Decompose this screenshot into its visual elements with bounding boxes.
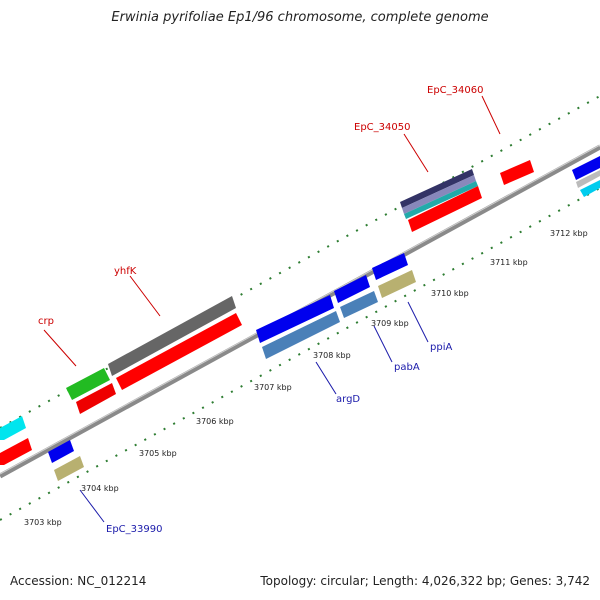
leader-lines (43, 95, 501, 523)
gene-label-argD: argD (336, 394, 360, 405)
feature-crp[interactable] (66, 368, 110, 400)
map-title: Erwinia pyrifoliae Ep1/96 chromosome, co… (111, 10, 489, 25)
scale-label-3706: 3706 kbp (196, 417, 234, 426)
genome-summary: Topology: circular; Length: 4,026,322 bp… (260, 574, 590, 588)
gene-label-EpC_34060: EpC_34060 (427, 85, 483, 96)
scale-label-3704: 3704 kbp (81, 484, 119, 493)
scale-label-3708: 3708 kbp (313, 351, 351, 360)
gene-label-crp: crp (38, 316, 54, 327)
scale-label-3705: 3705 kbp (139, 449, 177, 458)
feature-blue-2[interactable] (256, 295, 334, 343)
scale-label-3712: 3712 kbp (550, 229, 588, 238)
feature-red-2[interactable] (76, 383, 116, 414)
feature-blue-3[interactable] (334, 275, 370, 303)
accession-label: Accession: NC_012214 (10, 574, 147, 588)
feature-EpC_34050-a[interactable] (400, 169, 474, 208)
scale-label-3710: 3710 kbp (431, 289, 469, 298)
lower-features (48, 253, 416, 481)
scale-label-3711: 3711 kbp (490, 258, 528, 267)
feature-blue-right[interactable] (572, 156, 600, 180)
lower-tick-track (0, 187, 600, 521)
scale-label-3707: 3707 kbp (254, 383, 292, 392)
feature-red-long[interactable] (116, 313, 242, 390)
scale-label-3703: 3703 kbp (24, 518, 62, 527)
gene-label-ppiA: ppiA (430, 342, 452, 353)
feature-blue-4[interactable] (372, 253, 408, 280)
feature-blue-1[interactable] (48, 440, 74, 463)
gene-label-EpC_33990: EpC_33990 (106, 524, 162, 535)
feature-cyan[interactable] (0, 416, 26, 440)
feature-argD[interactable] (262, 311, 340, 359)
feature-yhfK[interactable] (108, 296, 236, 376)
feature-pabA[interactable] (340, 291, 378, 318)
feature-red-34050[interactable] (408, 186, 482, 232)
feature-EpC_34060[interactable] (500, 160, 534, 185)
upper-features (0, 156, 600, 465)
gene-label-EpC_34050: EpC_34050 (354, 122, 410, 133)
feature-EpC_33990[interactable] (54, 456, 84, 481)
gene-label-yhfK: yhfK (114, 266, 137, 277)
upper-tick-track (0, 95, 600, 429)
gene-label-pabA: pabA (394, 362, 420, 373)
feature-red-left[interactable] (0, 438, 32, 465)
scale-label-3709: 3709 kbp (371, 319, 409, 328)
feature-ppiA[interactable] (378, 270, 416, 298)
